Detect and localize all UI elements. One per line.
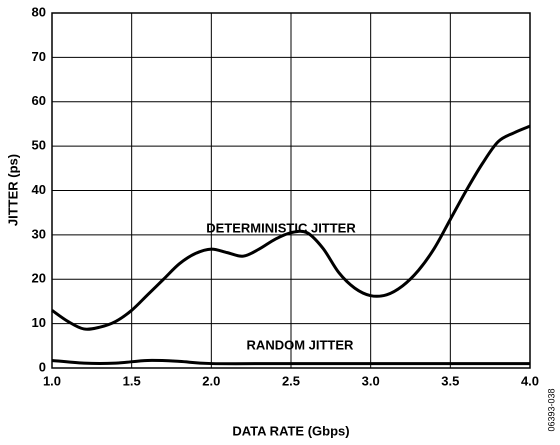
x-tick-label: 2.0 [202,373,220,388]
series-line [51,358,530,366]
annotation: DETERMINISTIC JITTER [206,220,356,235]
y-axis-title: JITTER (ps) [5,154,20,226]
y-tick-label: 80 [32,4,46,19]
x-axis-title: DATA RATE (Gbps) [232,423,349,438]
y-tick-label: 40 [32,182,46,197]
y-tick-label: 50 [32,138,46,153]
x-tick-label: 2.5 [282,373,300,388]
x-tick-label: 1.5 [123,373,141,388]
series-line [51,124,531,331]
y-tick-label: 70 [32,49,46,64]
x-tick-label: 3.0 [362,373,380,388]
x-tick-label: 1.0 [43,373,61,388]
annotation: RANDOM JITTER [247,337,355,352]
y-tick-label: 20 [32,271,46,286]
y-tick-label: 10 [32,315,46,330]
y-tick-label: 0 [39,359,46,374]
figure-code: 06393-038 [546,388,556,431]
x-tick-label: 3.5 [441,373,459,388]
y-tick-label: 30 [32,226,46,241]
plot-frame [51,12,531,369]
y-tick-label: 60 [32,93,46,108]
x-tick-label: 4.0 [521,373,539,388]
